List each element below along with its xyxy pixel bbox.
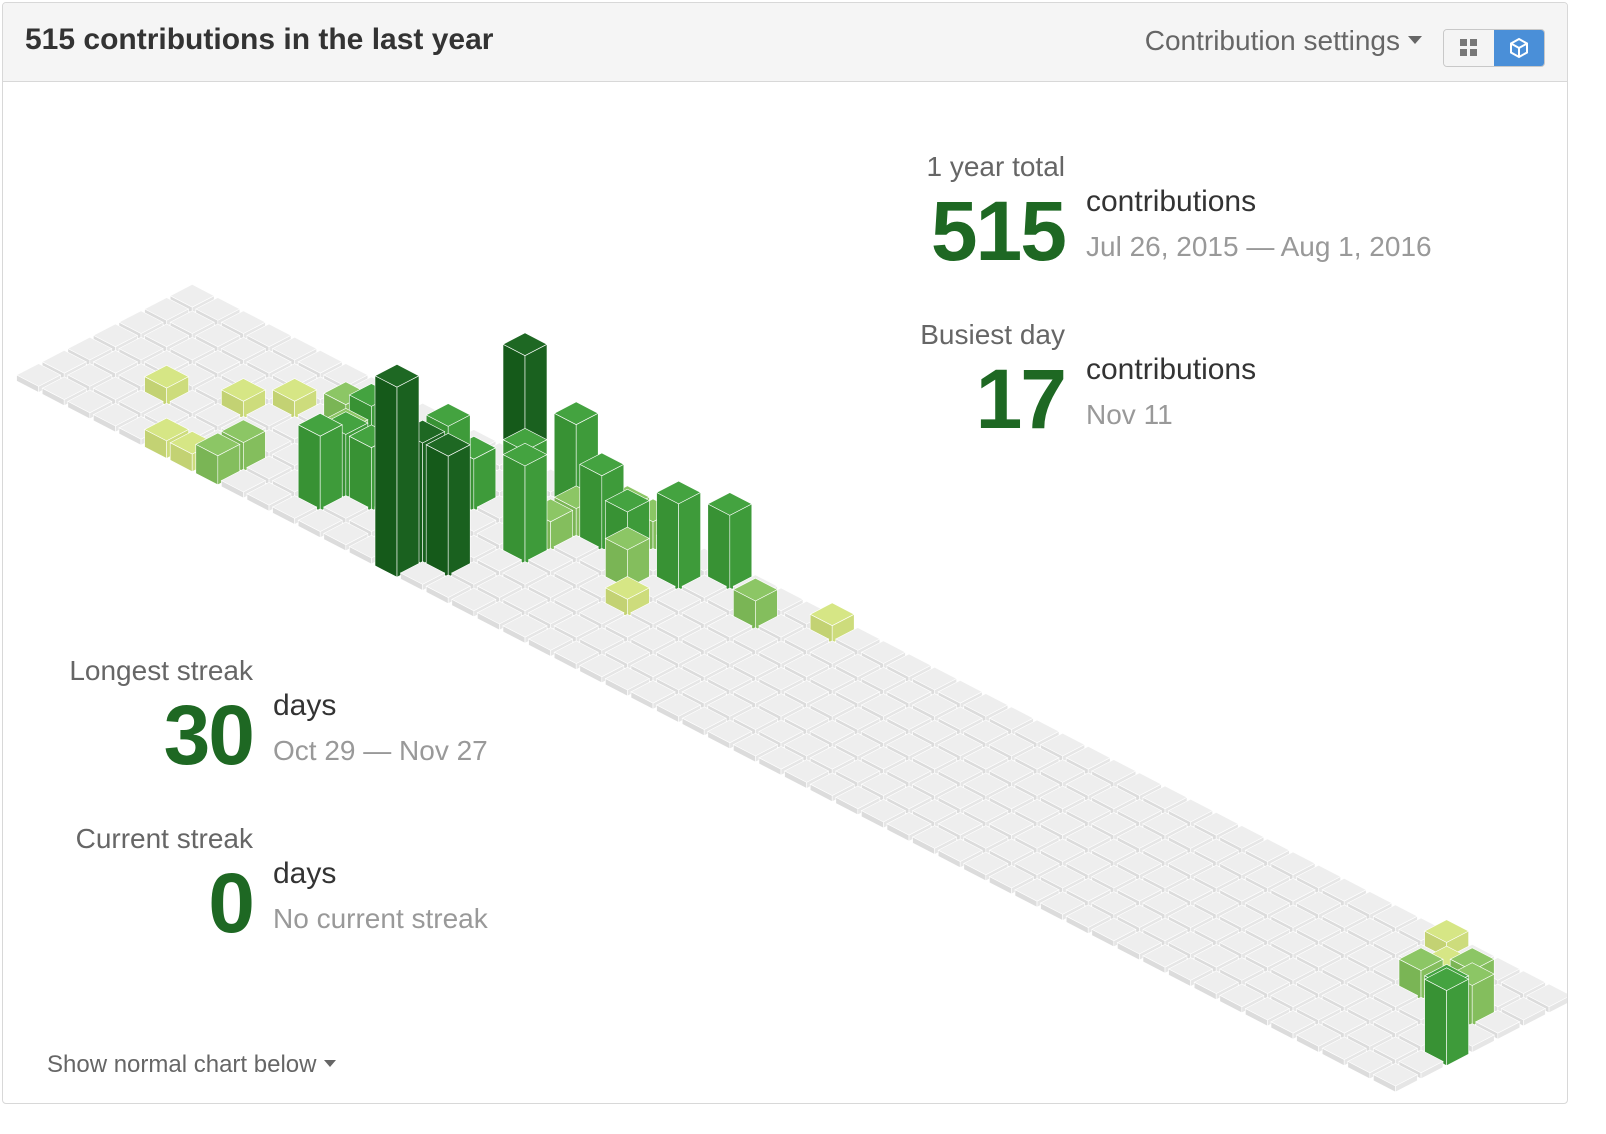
longest-streak-range: Oct 29 — Nov 27 (273, 735, 488, 766)
chart-cell-right (319, 424, 343, 512)
show-normal-chart-link[interactable]: Show normal chart below (47, 1051, 337, 1079)
year-total-range: Jul 26, 2015 — Aug 1, 2016 (1086, 231, 1432, 262)
chart-cell-left (374, 375, 398, 578)
chart-cell-right (1420, 1060, 1444, 1080)
chart-cell-right (678, 492, 701, 591)
current-streak-range: No current streak (273, 903, 488, 934)
cube-icon (1510, 37, 1528, 59)
chart-cell-right (524, 454, 548, 565)
chart-cell-left (425, 444, 449, 578)
longest-streak-label: Longest streak (69, 655, 253, 686)
grid-icon (1460, 39, 1478, 57)
chart-cell-left (502, 454, 526, 565)
current-streak-label: Current streak (75, 823, 253, 854)
chart-cell-right (1395, 1074, 1418, 1093)
busiest-day-unit: contributions (1086, 353, 1257, 386)
current-streak-unit: days (273, 857, 337, 890)
grid-view-button[interactable] (1444, 30, 1494, 66)
chart-cell-right (1471, 1034, 1495, 1053)
page-title: 515 contributions in the last year (25, 23, 494, 56)
chart-cell-right (1446, 978, 1469, 1067)
contribution-settings-label: Contribution settings (1144, 25, 1400, 56)
chart-cell-left (579, 463, 603, 552)
chart-cell-left (707, 503, 731, 591)
busiest-day-label: Busiest day (920, 319, 1065, 350)
show-normal-chart-label: Show normal chart below (47, 1051, 317, 1078)
chart-cell-right (447, 444, 471, 578)
busiest-day-value: 17 (975, 352, 1067, 446)
chart-cell-left (297, 424, 321, 512)
year-total-unit: contributions (1086, 185, 1257, 218)
isometric-view-button[interactable] (1494, 30, 1544, 66)
chart-cell-left (1424, 978, 1447, 1067)
caret-down-icon (1408, 35, 1422, 44)
contribution-settings-dropdown[interactable]: Contribution settings (1145, 25, 1422, 57)
current-streak-value: 0 (208, 856, 255, 950)
view-toggle (1443, 29, 1545, 67)
year-total-label: 1 year total (926, 151, 1065, 182)
longest-streak-value: 30 (163, 688, 255, 782)
chart-cell-right (396, 375, 420, 578)
chart-cell-right (1548, 997, 1567, 1014)
chart-cell-right (1497, 1021, 1521, 1040)
panel-header: 515 contributions in the last year Contr… (3, 3, 1567, 82)
busiest-day-range: Nov 11 (1086, 399, 1173, 430)
caret-down-icon (324, 1060, 337, 1068)
isometric-contribution-chart (15, 284, 1567, 1093)
longest-streak-unit: days (273, 689, 337, 722)
chart-cell-left (656, 492, 679, 591)
contributions-panel: 515 contributions in the last year Contr… (2, 2, 1568, 1104)
chart-cell-right (1523, 1008, 1546, 1027)
year-total-value: 515 (930, 184, 1067, 278)
chart-cell-right (729, 503, 753, 591)
